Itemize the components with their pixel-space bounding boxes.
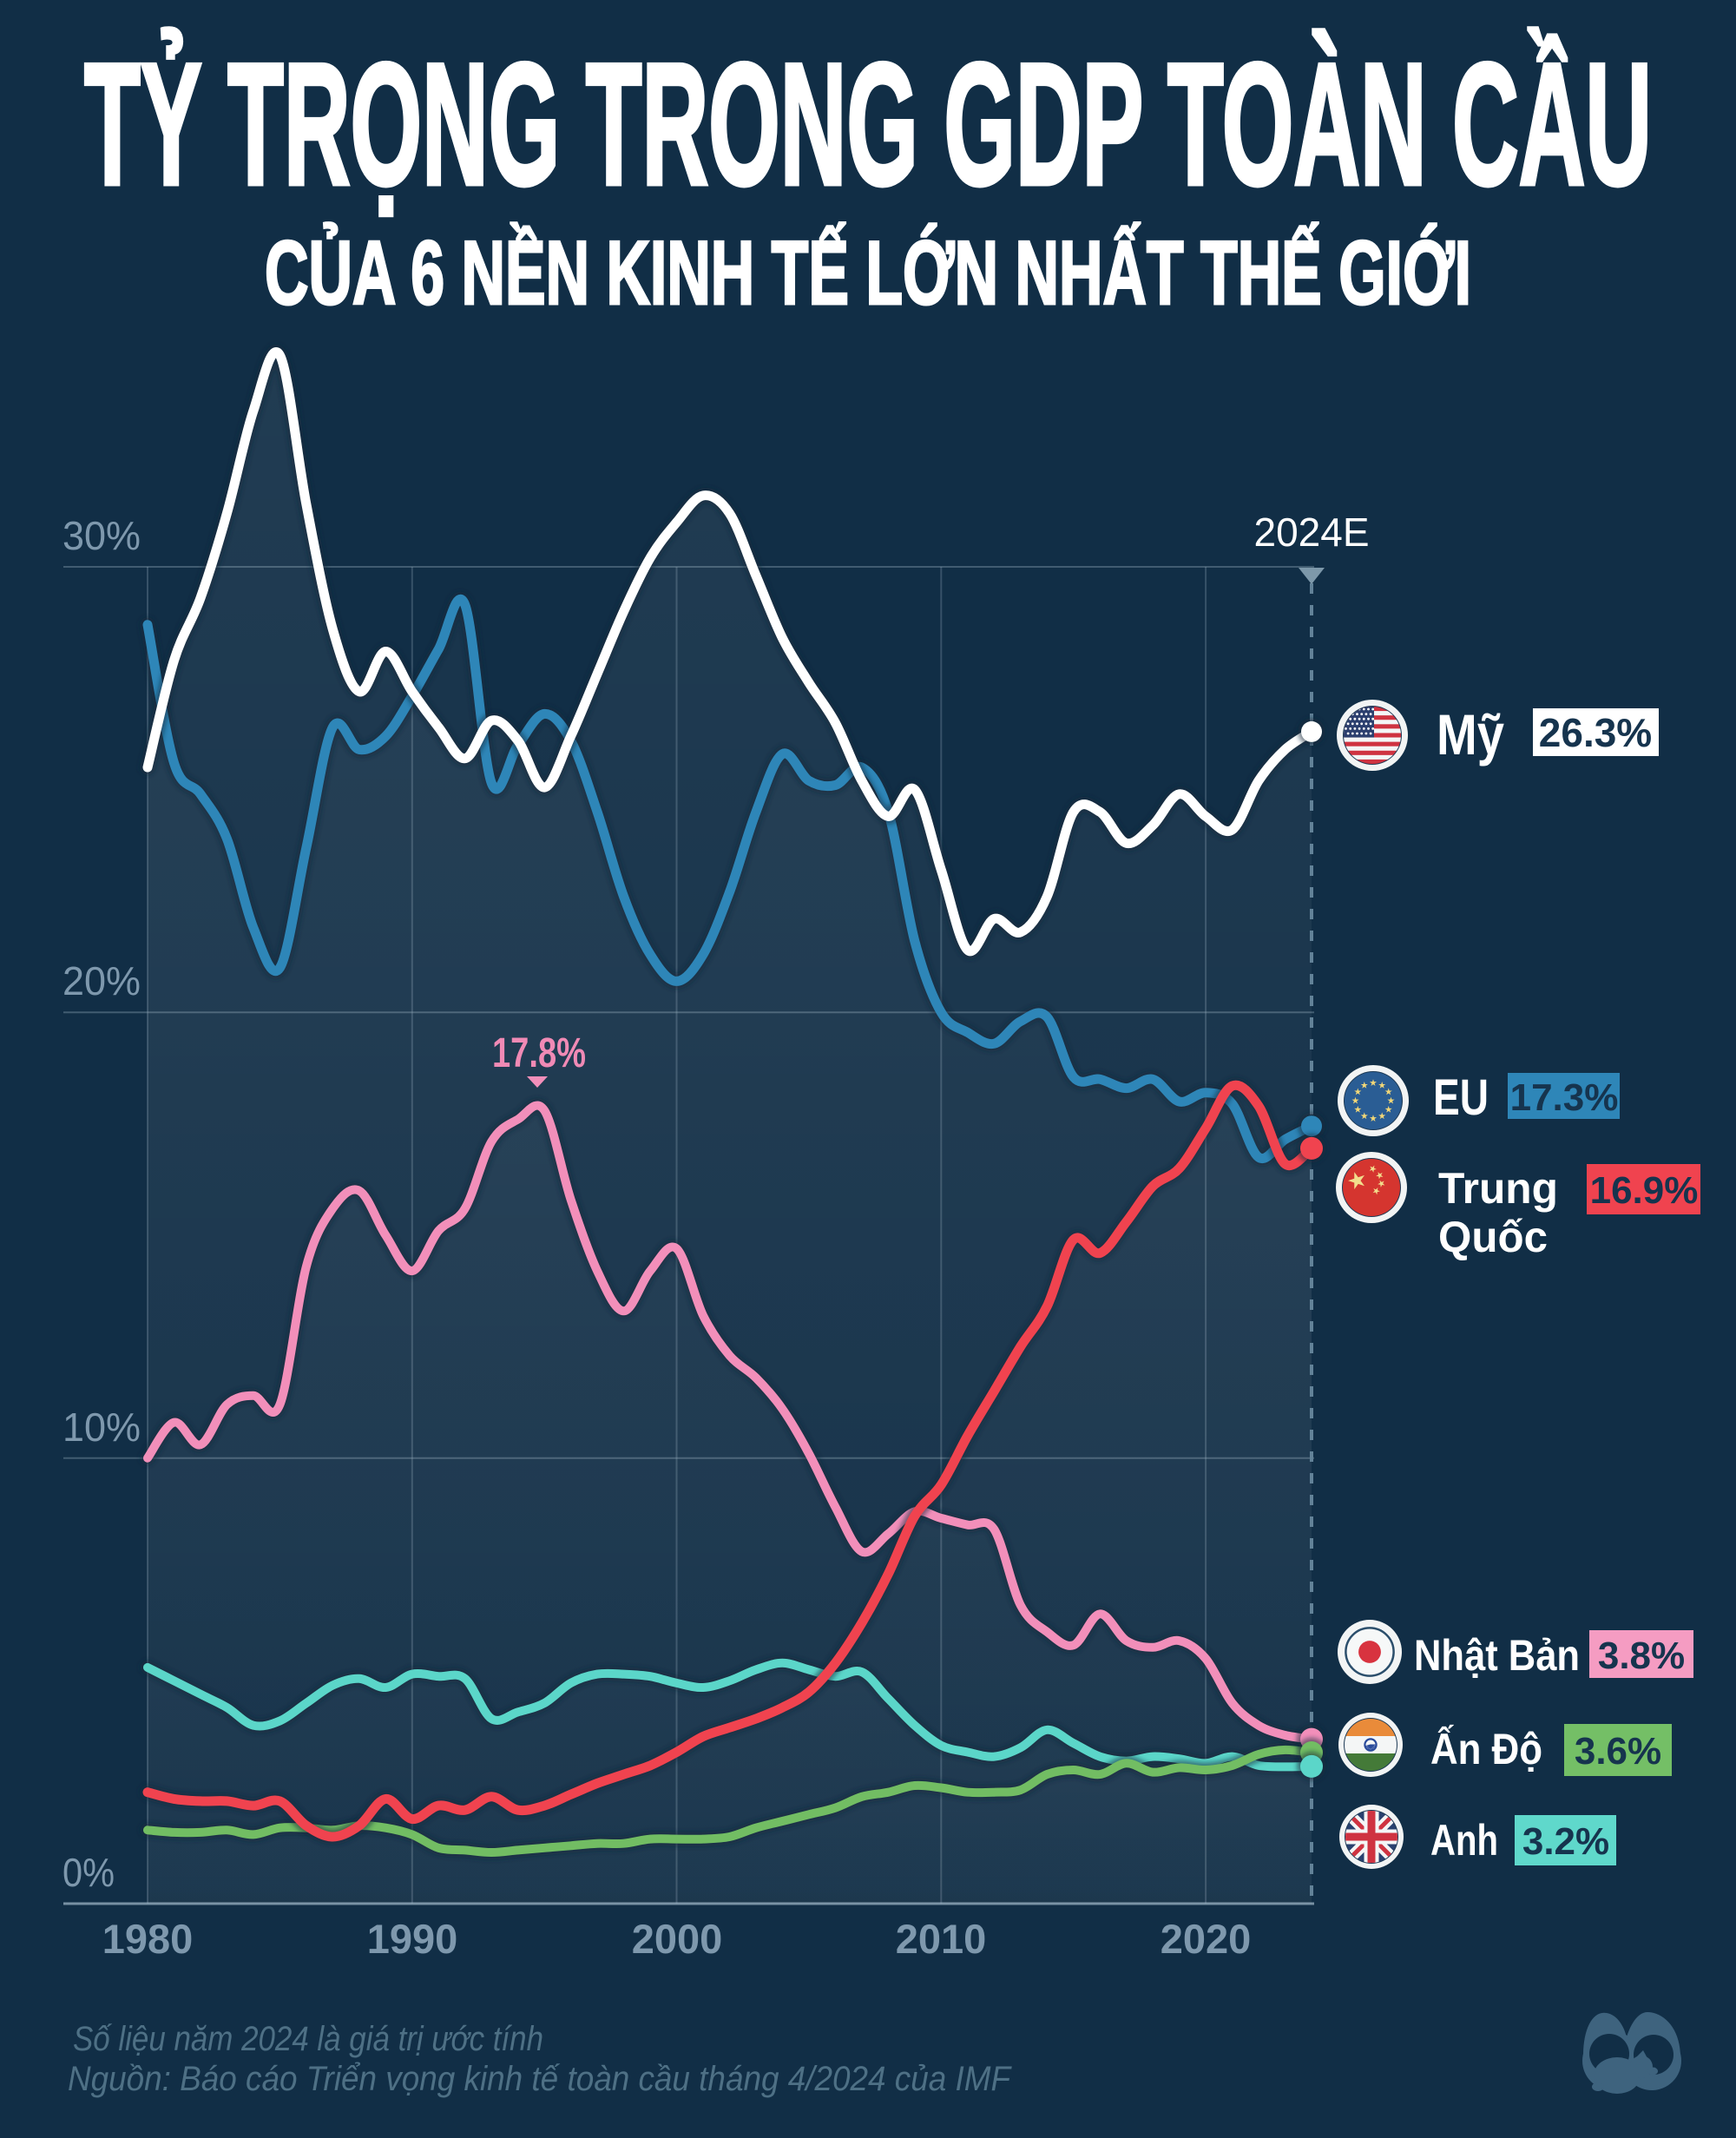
svg-text:17.8%: 17.8% bbox=[492, 1030, 586, 1076]
svg-text:30%: 30% bbox=[62, 513, 141, 558]
svg-text:Số liệu năm 2024 là giá trị ướ: Số liệu năm 2024 là giá trị ước tính bbox=[73, 2020, 543, 2058]
svg-text:2024E: 2024E bbox=[1253, 510, 1369, 555]
svg-text:1980: 1980 bbox=[102, 1916, 194, 1962]
svg-text:Mỹ: Mỹ bbox=[1437, 702, 1504, 766]
svg-text:Nguồn: Báo cáo Triển vọng kinh: Nguồn: Báo cáo Triển vọng kinh tế toàn c… bbox=[68, 2060, 1012, 2098]
svg-text:Anh: Anh bbox=[1430, 1816, 1498, 1865]
svg-text:TỶ TRỌNG TRONG GDP TOÀN CẦU: TỶ TRỌNG TRONG GDP TOÀN CẦU bbox=[84, 28, 1652, 221]
svg-text:3.2%: 3.2% bbox=[1522, 1820, 1609, 1863]
svg-text:20%: 20% bbox=[62, 958, 141, 1003]
svg-text:0%: 0% bbox=[62, 1850, 115, 1895]
svg-text:16.9%: 16.9% bbox=[1590, 1169, 1699, 1212]
svg-text:17.3%: 17.3% bbox=[1510, 1076, 1619, 1119]
svg-text:3.8%: 3.8% bbox=[1598, 1635, 1685, 1677]
svg-text:Trung: Trung bbox=[1438, 1164, 1558, 1213]
svg-text:Nhật Bản: Nhật Bản bbox=[1414, 1631, 1580, 1680]
svg-text:Quốc: Quốc bbox=[1438, 1213, 1548, 1261]
svg-text:2020: 2020 bbox=[1161, 1916, 1252, 1962]
svg-text:Ấn Độ: Ấn Độ bbox=[1430, 1725, 1542, 1773]
svg-text:3.6%: 3.6% bbox=[1575, 1730, 1661, 1773]
svg-text:CỦA 6 NỀN KINH TẾ LỚN NHẤT THẾ: CỦA 6 NỀN KINH TẾ LỚN NHẤT THẾ GIỚI bbox=[265, 222, 1471, 324]
svg-text:EU: EU bbox=[1433, 1069, 1489, 1126]
svg-text:10%: 10% bbox=[62, 1405, 141, 1450]
svg-text:1990: 1990 bbox=[367, 1916, 458, 1962]
svg-text:26.3%: 26.3% bbox=[1539, 710, 1652, 755]
svg-text:2010: 2010 bbox=[896, 1916, 987, 1962]
svg-text:2000: 2000 bbox=[632, 1916, 723, 1962]
